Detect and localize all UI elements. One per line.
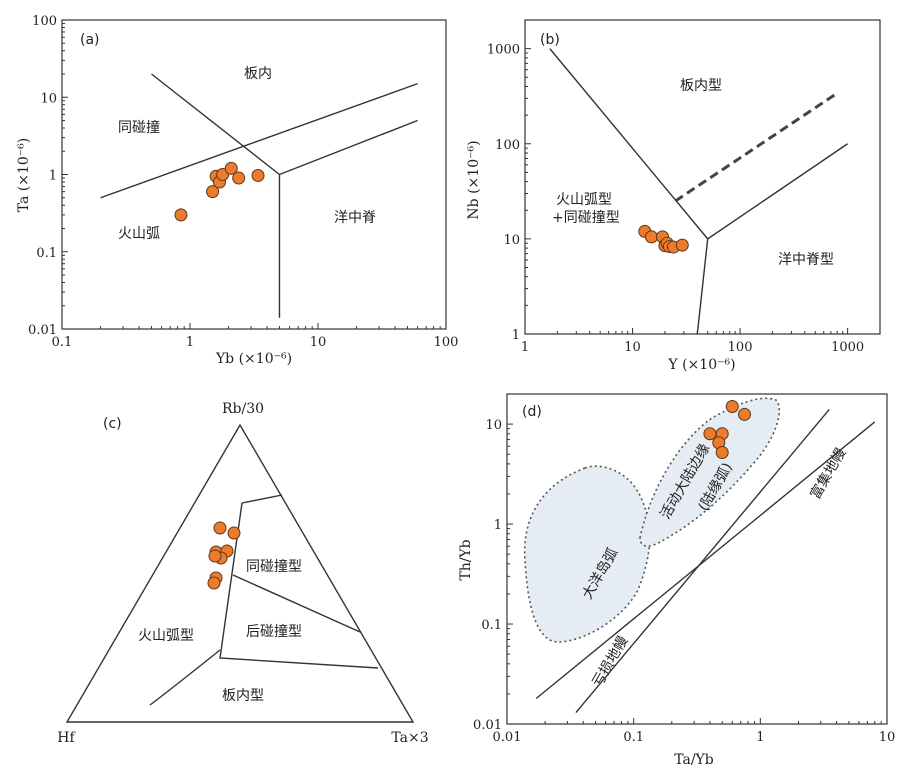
boundary-line — [151, 73, 280, 176]
x-axis-label-a: Yb (×10⁻⁶) — [215, 351, 292, 367]
data-point — [224, 161, 238, 175]
data-point — [644, 230, 658, 244]
x-tick-label: 1 — [521, 340, 529, 355]
data-point — [227, 526, 241, 540]
y-tick-label: 0.1 — [481, 618, 502, 633]
y-tick-label: 10 — [485, 418, 502, 433]
x-axis-label-b: Y (×10⁻⁶) — [667, 357, 735, 373]
mantle-array-line — [535, 421, 876, 700]
data-point — [208, 549, 222, 563]
y-tick-label: 1 — [512, 328, 520, 343]
y-axis-label-d: Th/Yb — [458, 539, 474, 580]
y-tick-label: 0.01 — [473, 718, 502, 733]
boundary-line — [696, 238, 709, 335]
panel-d-label: (d) — [522, 404, 542, 420]
region-label-syn-collision: 同碰撞 — [118, 120, 160, 136]
y-tick-label: 1000 — [487, 43, 520, 58]
mantle-array-line — [575, 409, 830, 714]
apex-label-left: Hf — [57, 730, 76, 746]
x-tick-label: 1000 — [831, 340, 864, 355]
data-point — [738, 407, 752, 421]
ternary-boundary-1 — [241, 494, 283, 504]
y-tick-label: 100 — [32, 14, 57, 29]
y-tick-label: 1 — [494, 518, 502, 533]
boundary-line — [549, 48, 709, 240]
x-axis-label-d: Ta/Yb — [674, 752, 714, 768]
y-axis-label-a: Ta (×10⁻⁶) — [16, 138, 32, 213]
data-point — [213, 521, 227, 535]
panel-d: (d) 大洋岛弧 活动大陆边缘 (陆缘弧) 富集地幔 亏损地幔 Ta/Yb Th… — [458, 393, 896, 768]
y-tick-label: 10 — [40, 91, 57, 106]
ternary-boundary-4 — [149, 649, 221, 706]
ternary-points — [207, 521, 241, 590]
x-tick-label: 10 — [310, 335, 327, 350]
region-label-within-plate-b: 板内型 — [680, 78, 722, 94]
region-label-syn-collision-c: 同碰撞型 — [246, 559, 302, 575]
region-label-syn-collision-b: +同碰撞型 — [552, 210, 620, 226]
boundary-line — [100, 82, 418, 199]
y-tick-label: 10 — [503, 233, 520, 248]
panel-b-frame — [524, 19, 881, 335]
data-point — [232, 171, 246, 185]
panel-b: (b) 板内型 火山弧型 +同碰撞型 洋中脊型 Y (×10⁻⁶) Nb (×1… — [466, 19, 881, 373]
region-label-volcanic-arc-b: 火山弧型 — [556, 192, 612, 208]
panel-d-frame — [506, 393, 888, 725]
ternary-triangle — [65, 423, 415, 723]
y-tick-label: 1 — [49, 169, 57, 184]
region-label-within-plate-c: 板内型 — [222, 688, 264, 704]
boundary-line — [279, 119, 418, 176]
boundary-line — [707, 143, 849, 240]
region-label-depleted-mantle: 亏损地幔 — [590, 634, 632, 690]
x-tick-label: 100 — [728, 340, 753, 355]
ocean-island-arc-field — [523, 465, 651, 643]
panel-a: (a) 板内 同碰撞 火山弧 洋中脊 Yb (×10⁻⁶) Ta (×10⁻⁶)… — [16, 14, 458, 367]
region-label-ocean-ridge-b: 洋中脊型 — [778, 252, 834, 268]
region-label-within-plate: 板内 — [244, 66, 272, 82]
x-tick-label: 0.01 — [493, 730, 522, 745]
panel-b-label: (b) — [540, 32, 560, 48]
panel-c: (c) Rb/30 Hf Ta×3 同碰撞型 火山弧型 后碰撞型 板内型 — [57, 401, 428, 746]
apex-label-right: Ta×3 — [391, 730, 428, 746]
region-label-enriched-mantle: 富集地幔 — [807, 445, 850, 502]
data-point — [206, 185, 220, 199]
ternary-boundary-2 — [219, 502, 379, 669]
dashed-boundary-line — [674, 91, 839, 203]
y-axis-label-b: Nb (×10⁻⁶) — [466, 140, 482, 219]
x-tick-label: 1 — [756, 730, 764, 745]
y-tick-label: 0.01 — [28, 323, 57, 338]
x-tick-label: 0.1 — [52, 335, 73, 350]
panel-a-label: (a) — [80, 32, 100, 48]
data-point — [207, 576, 221, 590]
data-point — [725, 399, 739, 413]
x-tick-label: 1 — [186, 335, 194, 350]
region-label-ocean-ridge: 洋中脊 — [334, 210, 376, 226]
data-point — [251, 169, 265, 183]
data-point — [174, 208, 188, 222]
x-tick-label: 10 — [624, 340, 641, 355]
x-tick-label: 0.1 — [623, 730, 644, 745]
data-point — [703, 427, 717, 441]
active-continental-margin-field — [639, 397, 781, 547]
apex-label-top: Rb/30 — [222, 401, 264, 417]
y-tick-label: 100 — [495, 138, 520, 153]
region-label-volcanic-arc-c: 火山弧型 — [138, 628, 194, 644]
region-label-post-collision-c: 后碰撞型 — [246, 624, 302, 640]
x-tick-label: 10 — [879, 730, 896, 745]
data-point — [715, 445, 729, 459]
x-tick-label: 100 — [434, 335, 459, 350]
ternary-boundary-3 — [232, 574, 361, 633]
y-tick-label: 0.1 — [36, 246, 57, 261]
data-point — [675, 238, 689, 252]
region-label-volcanic-arc: 火山弧 — [118, 226, 160, 242]
panel-c-label: (c) — [103, 416, 122, 432]
